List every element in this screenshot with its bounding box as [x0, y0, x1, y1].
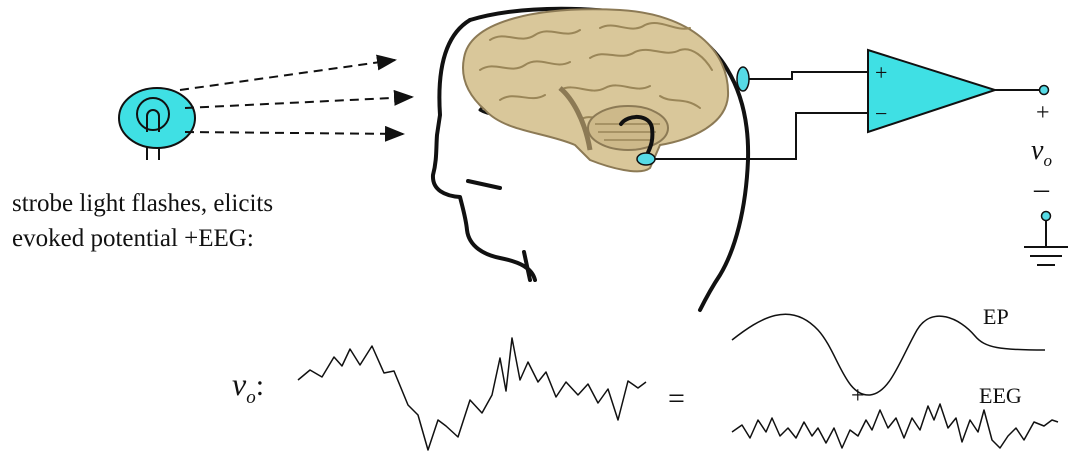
differential-amplifier: + − — [867, 48, 999, 134]
light-rays — [179, 54, 414, 142]
plus-sign: + — [851, 383, 865, 409]
electrode-wires — [655, 71, 868, 160]
strobe-light-icon — [118, 87, 196, 160]
vo-label: vo: — [232, 366, 264, 408]
brain-image — [462, 8, 730, 173]
caption-line-1: strobe light flashes, elicits — [12, 190, 274, 217]
eeg-waveform — [731, 403, 1059, 449]
caption-line-2: evoked potential +EEG: — [12, 225, 254, 252]
amplifier-minus-input: − — [875, 101, 887, 126]
light-ray-middle — [184, 89, 414, 109]
light-ray-top — [179, 54, 397, 91]
amplifier-plus-input: + — [875, 60, 887, 85]
ear-lead — [619, 115, 655, 160]
output-voltage-label: vo — [1031, 135, 1052, 170]
ep-label: EP — [983, 304, 1009, 329]
output-minus-sign: – — [1033, 172, 1050, 205]
ground-symbol-icon — [1024, 210, 1068, 266]
eeg-label: EEG — [979, 383, 1022, 408]
output-terminal-positive — [1038, 84, 1050, 96]
caption-text: strobe light flashes, elicits evoked pot… — [12, 186, 273, 256]
scalp-electrode — [736, 66, 750, 92]
output-plus-sign: + — [1036, 100, 1050, 126]
combined-waveform — [297, 337, 647, 451]
ear-electrode — [636, 152, 656, 166]
light-ray-bottom — [184, 125, 405, 142]
equals-sign: = — [668, 382, 685, 415]
ep-waveform — [731, 313, 1046, 396]
